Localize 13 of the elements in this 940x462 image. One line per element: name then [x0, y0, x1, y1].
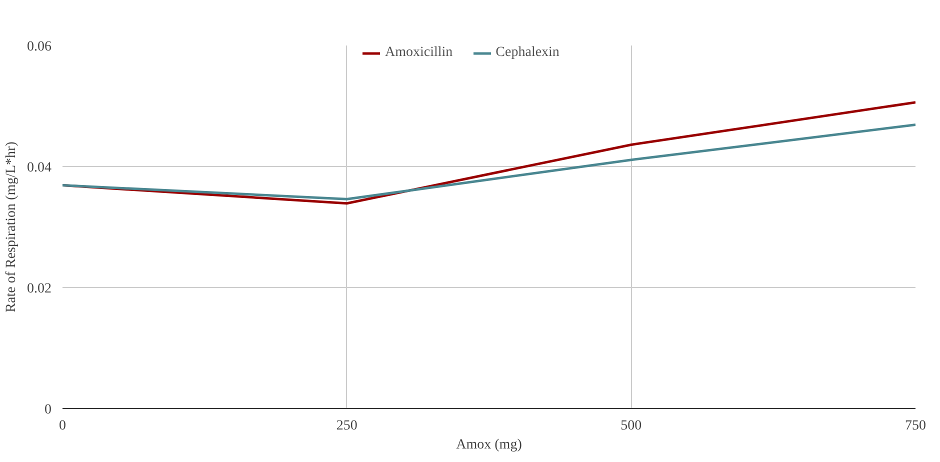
line-series [62, 124, 916, 200]
y-tick-label: 0.06 [27, 40, 52, 54]
legend-label: Amoxicillin [385, 45, 453, 61]
y-tick-label: 0 [44, 402, 52, 418]
x-tick-label: 250 [336, 418, 358, 434]
x-tick-label: 750 [905, 418, 926, 434]
x-axis-title: Amox (mg) [456, 438, 522, 452]
legend-label: Cephalexin [496, 45, 560, 61]
x-tick-label: 0 [59, 418, 66, 434]
x-tick-label: 500 [620, 418, 642, 434]
y-tick-label: 0.02 [27, 282, 52, 296]
y-axis-title: Rate of Respiration (mg/L*hr) [4, 141, 19, 312]
y-tick-label: 0.04 [27, 160, 52, 176]
